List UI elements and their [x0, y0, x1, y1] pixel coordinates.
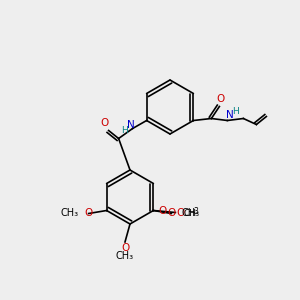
- Text: CH: CH: [183, 209, 196, 218]
- Text: O: O: [216, 94, 224, 103]
- Text: CH₃: CH₃: [116, 251, 134, 261]
- Text: O: O: [176, 208, 184, 218]
- Text: N: N: [226, 110, 233, 121]
- Text: O: O: [85, 208, 93, 218]
- Text: H: H: [232, 107, 239, 116]
- Text: CH₃: CH₃: [182, 208, 200, 218]
- Text: CH₃: CH₃: [61, 208, 79, 218]
- Text: O: O: [121, 243, 129, 253]
- Text: O: O: [158, 206, 166, 217]
- Text: 3: 3: [194, 206, 198, 215]
- Text: O: O: [167, 208, 175, 218]
- Text: O: O: [100, 118, 109, 128]
- Text: N: N: [127, 121, 134, 130]
- Text: H: H: [121, 126, 128, 135]
